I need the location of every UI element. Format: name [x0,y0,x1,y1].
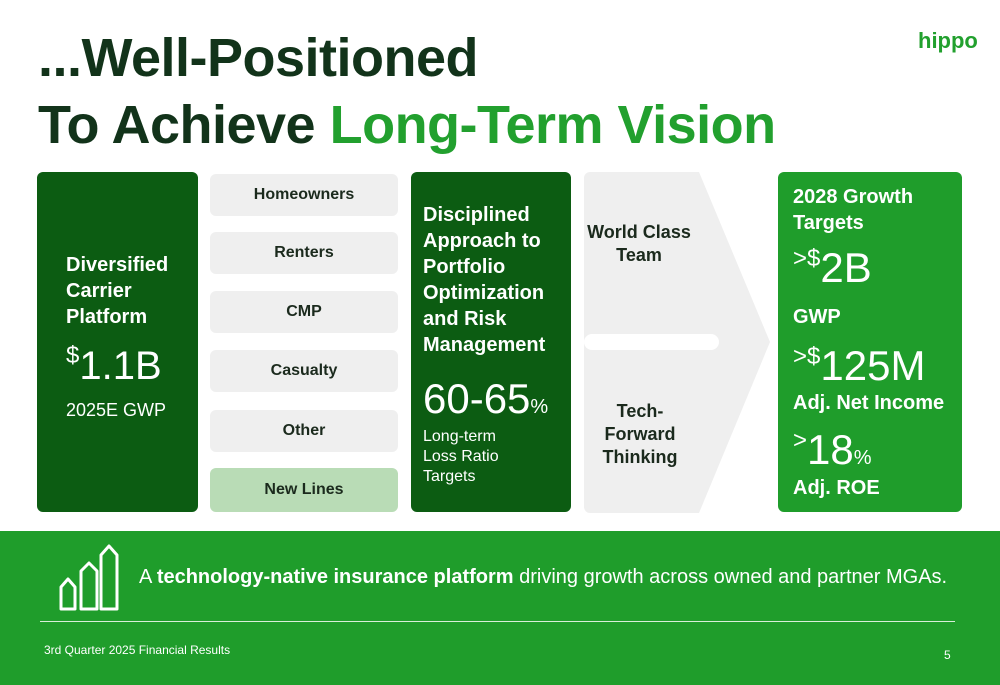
divider [40,621,955,622]
page-number: 5 [944,648,951,662]
platform-card: Diversified Carrier Platform $1.1B 2025E… [37,172,198,512]
discipline-card: Disciplined Approach to Portfolio Optimi… [411,172,571,512]
metric-prefix: > [793,427,808,454]
metric-value: 125M [820,342,926,389]
metric-value: 18 [807,426,854,473]
metric-prefix: $ [66,342,80,369]
card-metric: $1.1B [66,342,162,389]
title-highlight: Long-Term Vision [329,95,777,155]
card-metric: 60-65% [423,375,548,423]
metric-unit: % [853,447,872,469]
card-heading: Diversified Carrier Platform [66,254,169,328]
bottom-band: A technology-native insurance platform d… [0,531,1000,685]
target-metric: >$125M [793,342,925,390]
line-pill: New Lines [210,468,398,512]
target-metric: >$2B [793,244,872,292]
line-pill: Casualty [210,350,398,392]
target-label: GWP [793,306,841,328]
target-metric: >18% [793,426,872,474]
card-caption: 2025E GWP [66,400,167,420]
growth-icon [59,544,119,611]
line-pill: CMP [210,291,398,333]
metric-prefix: >$ [793,245,821,272]
logo: hippo [918,28,978,53]
metric-unit: % [530,396,549,418]
line-pill: Homeowners [210,174,398,216]
title-line: To Achieve Long-Term Vision [38,95,776,155]
footer-source: 3rd Quarter 2025 Financial Results [44,643,231,657]
arrow-divider [584,334,719,350]
line-pill: Other [210,410,398,452]
tagline-rest: driving growth across owned and partner … [519,566,948,588]
metric-value: 60-65 [423,375,531,422]
title-text: To Achieve [38,95,316,155]
card-heading: 2028 Growth Targets [793,186,914,234]
icon-bars [59,544,119,611]
target-label: Adj. ROE [793,477,880,499]
card-caption: Long-term Loss Ratio Targets [423,428,499,485]
tagline-lead: A [139,566,152,588]
line-pill: Renters [210,232,398,274]
title-line: ...Well-Positioned [38,28,479,88]
card-heading: Disciplined Approach to Portfolio Optimi… [423,204,546,356]
target-label: Adj. Net Income [793,392,945,414]
metric-prefix: >$ [793,343,821,370]
metric-value: 1.1B [79,344,162,388]
tagline: A technology-native insurance platform d… [139,566,947,589]
arrow-shape [584,172,770,513]
strength: World Class Team [587,222,691,265]
metric-value: 2B [820,244,872,291]
targets-card: 2028 Growth Targets >$2B GWP >$125M Adj. Ne… [778,172,962,512]
strength: Tech-Forward Thinking [602,401,678,467]
tagline-emphasis: technology-native insurance platform [156,566,514,588]
